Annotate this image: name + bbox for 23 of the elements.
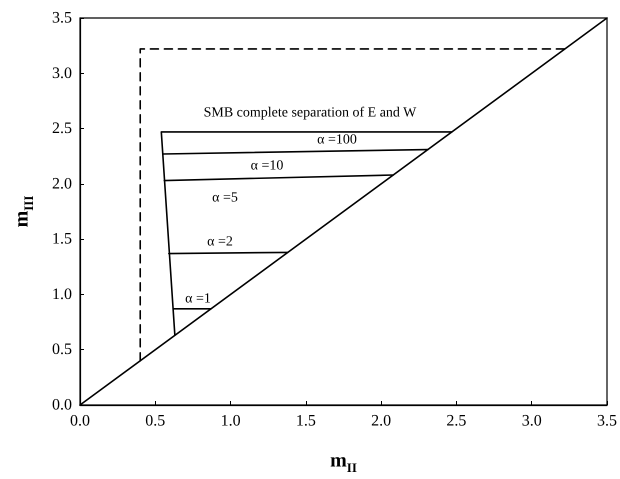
y-tick-label: 1.0 [52,286,72,303]
x-tick-label: 2.0 [371,412,392,430]
y-tick-label: 3.5 [52,10,72,26]
x-tick-label: 0.0 [70,412,90,430]
x-tick-label: 3.5 [597,412,617,430]
y-tick-label: 3.0 [52,64,72,82]
y-tick-label: 0.5 [52,341,72,358]
y-tick-label: 0.0 [52,396,72,414]
y-tick-label: 2.0 [52,175,72,192]
y-tick-label: 1.5 [52,230,72,248]
annotation: α =5 [212,190,238,206]
y-tick-label: 2.5 [52,120,72,138]
annotation: α =2 [207,234,233,250]
x-tick-label: 3.0 [522,412,542,430]
x-tick-label: 1.0 [220,412,241,430]
x-tick-label: 1.5 [296,412,316,430]
x-tick-label: 2.5 [446,412,466,430]
y-axis-title: mIII [10,196,36,228]
annotation: SMB complete separation of E and W [204,106,418,120]
x-tick-label: 0.5 [145,412,166,430]
annotation: α =1 [185,292,211,306]
annotation: α =10 [250,158,284,174]
annotation: α =100 [317,132,357,148]
